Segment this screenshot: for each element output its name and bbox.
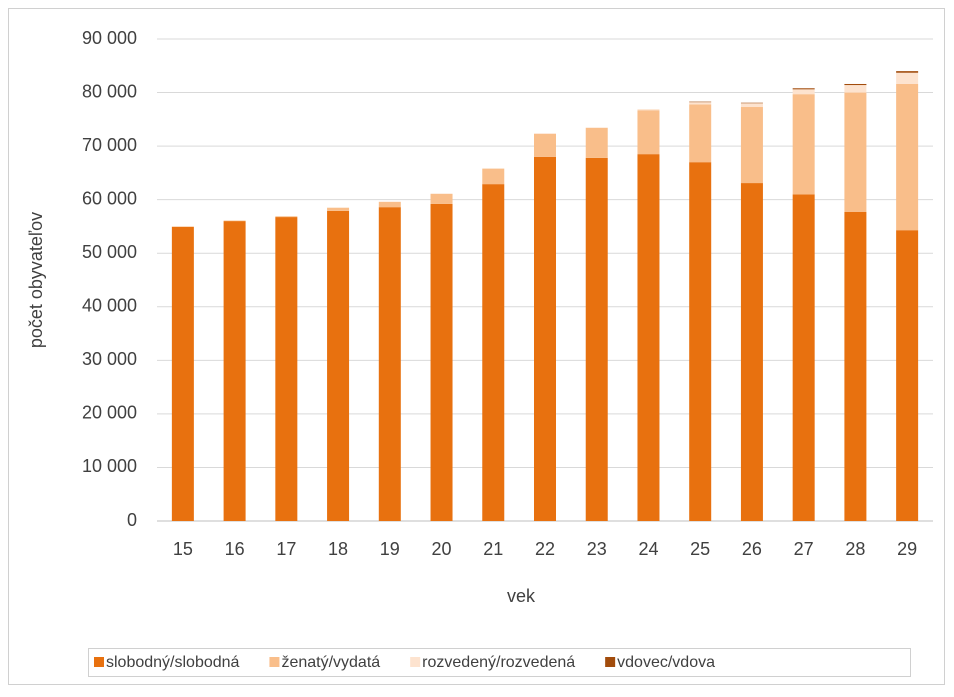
- x-tick-label: 17: [276, 539, 296, 559]
- bar-segment: [482, 168, 505, 185]
- y-tick-label: 20 000: [82, 403, 137, 423]
- y-tick-label: 80 000: [82, 81, 137, 101]
- bar-segment: [844, 85, 867, 93]
- y-tick-label: 60 000: [82, 188, 137, 208]
- bar-segment: [327, 207, 350, 211]
- legend: slobodný/slobodná ženatý/vydatá rozvedený/…: [94, 654, 715, 671]
- bar-segment: [740, 183, 763, 521]
- bar-segment: [534, 133, 556, 157]
- x-tick-label: 21: [483, 539, 503, 559]
- bar-segment: [896, 72, 919, 84]
- legend-label: vdovec/vdova: [617, 654, 715, 671]
- y-tick-label: 10 000: [82, 456, 137, 476]
- bar-segment: [792, 89, 815, 95]
- x-axis-title: vek: [507, 586, 536, 606]
- legend-swatch: [94, 657, 104, 667]
- bar-segment: [792, 94, 815, 195]
- bar-segment: [275, 216, 298, 218]
- bar-segment: [171, 226, 194, 522]
- bar-segment: [740, 103, 763, 108]
- y-tick-label: 40 000: [82, 296, 137, 316]
- bar-segment: [430, 193, 453, 204]
- legend-swatch: [605, 657, 616, 667]
- bar-segment: [378, 207, 401, 522]
- x-tick-label: 22: [535, 539, 555, 559]
- x-tick-label: 26: [742, 539, 762, 559]
- y-tick-label: 50 000: [82, 242, 137, 262]
- bar-segment: [896, 83, 919, 231]
- bar-segment: [844, 211, 867, 522]
- bar-segment: [534, 156, 556, 522]
- legend-swatch: [269, 657, 280, 667]
- y-axis-title: počet obyvateľov: [26, 212, 46, 348]
- bar-segment: [637, 154, 660, 521]
- x-tick-label: 19: [380, 539, 400, 559]
- bar-segment: [844, 83, 867, 86]
- bar-segment: [223, 220, 246, 222]
- bar-segment: [585, 127, 608, 128]
- bar-segment: [637, 110, 660, 155]
- bar-segment: [327, 210, 350, 521]
- bar-segment: [689, 162, 712, 521]
- bar-segment: [637, 109, 660, 111]
- x-tick-label: 28: [845, 539, 865, 559]
- x-tick-label: 29: [897, 539, 917, 559]
- bar-segment: [689, 101, 712, 103]
- bar-segment: [378, 201, 401, 208]
- bar-segment: [896, 230, 919, 521]
- bar-segment: [792, 88, 815, 90]
- bar-segment: [792, 194, 815, 522]
- x-tick-label: 27: [794, 539, 814, 559]
- bar-segment: [275, 217, 298, 522]
- bar-segment: [689, 104, 712, 163]
- y-tick-label: 70 000: [82, 135, 137, 155]
- bar-segment: [689, 102, 712, 105]
- x-tick-label: 25: [690, 539, 710, 559]
- bar-segment: [534, 133, 556, 134]
- legend-box: [88, 648, 911, 677]
- bar-segment: [430, 203, 453, 521]
- y-tick-label: 90 000: [82, 28, 137, 48]
- bar-segment: [171, 226, 194, 227]
- bar-segment: [740, 107, 763, 184]
- legend-swatch: [410, 657, 421, 667]
- chart-frame: [8, 8, 945, 685]
- bar-segment: [482, 184, 505, 521]
- legend-label: slobodný/slobodná: [106, 654, 240, 671]
- bar-segment: [585, 127, 608, 158]
- bar-segment: [740, 102, 763, 104]
- x-tick-label: 23: [587, 539, 607, 559]
- bar-segment: [585, 157, 608, 522]
- y-tick-label: 0: [127, 510, 137, 530]
- legend-label: ženatý/vydatá: [281, 654, 380, 671]
- x-tick-label: 16: [225, 539, 245, 559]
- x-tick-label: 24: [638, 539, 658, 559]
- bar-segment: [844, 92, 867, 212]
- legend-label: rozvedený/rozvedená: [422, 654, 575, 671]
- x-tick-label: 20: [432, 539, 452, 559]
- y-tick-label: 30 000: [82, 349, 137, 369]
- bar-segment: [896, 71, 919, 73]
- x-tick-label: 18: [328, 539, 348, 559]
- bar-segment: [223, 221, 246, 522]
- x-tick-label: 15: [173, 539, 193, 559]
